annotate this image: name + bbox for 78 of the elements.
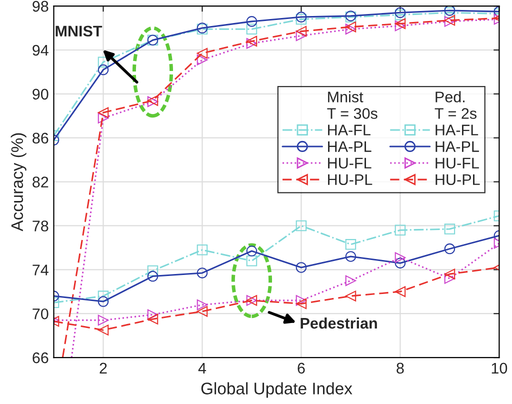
annotation: Mnist — [328, 91, 364, 102]
y-tick-label: 98 — [32, 0, 48, 12]
y-tick-label: 70 — [32, 308, 48, 320]
legend-label: HU-PL — [328, 174, 372, 186]
annotation: Ped. — [436, 91, 464, 102]
point — [296, 14, 307, 25]
point — [296, 26, 307, 37]
point — [394, 224, 406, 236]
point — [444, 224, 456, 234]
point — [98, 296, 109, 307]
point — [345, 275, 356, 286]
point — [444, 6, 456, 16]
point — [444, 7, 456, 18]
point — [196, 268, 208, 278]
y-tick-label: 66 — [32, 352, 48, 364]
y-tick-label: 90 — [32, 88, 48, 100]
legend-label: HA-PL — [328, 141, 372, 152]
point — [98, 107, 109, 118]
point — [147, 265, 158, 276]
point — [345, 239, 356, 250]
point — [296, 12, 307, 22]
y-tick-label: 82 — [32, 176, 48, 188]
point — [345, 22, 356, 32]
point — [296, 262, 307, 273]
x-tick-label: 2 — [100, 362, 107, 374]
legend-label: HA-PL — [436, 141, 479, 152]
x-axis-title: Global Update Index — [201, 382, 352, 398]
point — [246, 246, 258, 256]
y-tick-label: 86 — [32, 132, 48, 144]
legend-label: HU-FL — [328, 158, 372, 169]
point — [444, 268, 456, 280]
point — [345, 251, 356, 262]
annotation: T = 30s — [327, 108, 378, 119]
annotation: Pedestrian — [300, 317, 377, 329]
point — [246, 16, 258, 27]
x-tick-label: 8 — [396, 362, 404, 374]
point — [296, 220, 307, 232]
point — [296, 295, 307, 306]
point — [98, 314, 109, 326]
point — [196, 48, 208, 59]
point — [444, 273, 456, 284]
y-tick-label: 74 — [32, 264, 48, 276]
point — [196, 54, 208, 66]
point — [98, 324, 109, 336]
point — [196, 244, 208, 256]
x-tick-label: 10 — [492, 362, 508, 374]
x-tick-label: 6 — [298, 362, 305, 374]
point — [246, 36, 258, 47]
legend-label: HA-FL — [328, 124, 370, 136]
point — [246, 38, 258, 49]
annotation: T = 2s — [434, 108, 477, 119]
point — [147, 314, 158, 324]
point — [394, 252, 406, 263]
point — [147, 309, 158, 320]
point — [196, 306, 208, 317]
point — [98, 290, 109, 302]
point — [246, 24, 258, 35]
point — [394, 286, 406, 298]
point — [196, 299, 208, 310]
x-tick-label: 4 — [198, 362, 206, 374]
point — [246, 255, 258, 266]
point — [296, 30, 307, 42]
annotation: MNIST — [56, 26, 102, 37]
y-tick-label: 78 — [32, 220, 48, 232]
legend-label: HU-FL — [436, 158, 479, 169]
point — [296, 298, 307, 310]
point — [444, 243, 456, 254]
point — [345, 24, 356, 35]
point — [98, 64, 109, 76]
point — [98, 112, 109, 124]
y-tick-label: 94 — [32, 44, 48, 56]
legend-label: HA-FL — [436, 124, 478, 136]
point — [147, 270, 158, 282]
point — [98, 56, 109, 68]
legend-label: HU-PL — [436, 174, 480, 186]
y-axis-title: Accuracy (%) — [10, 133, 26, 232]
point — [394, 258, 406, 268]
point — [345, 290, 356, 302]
